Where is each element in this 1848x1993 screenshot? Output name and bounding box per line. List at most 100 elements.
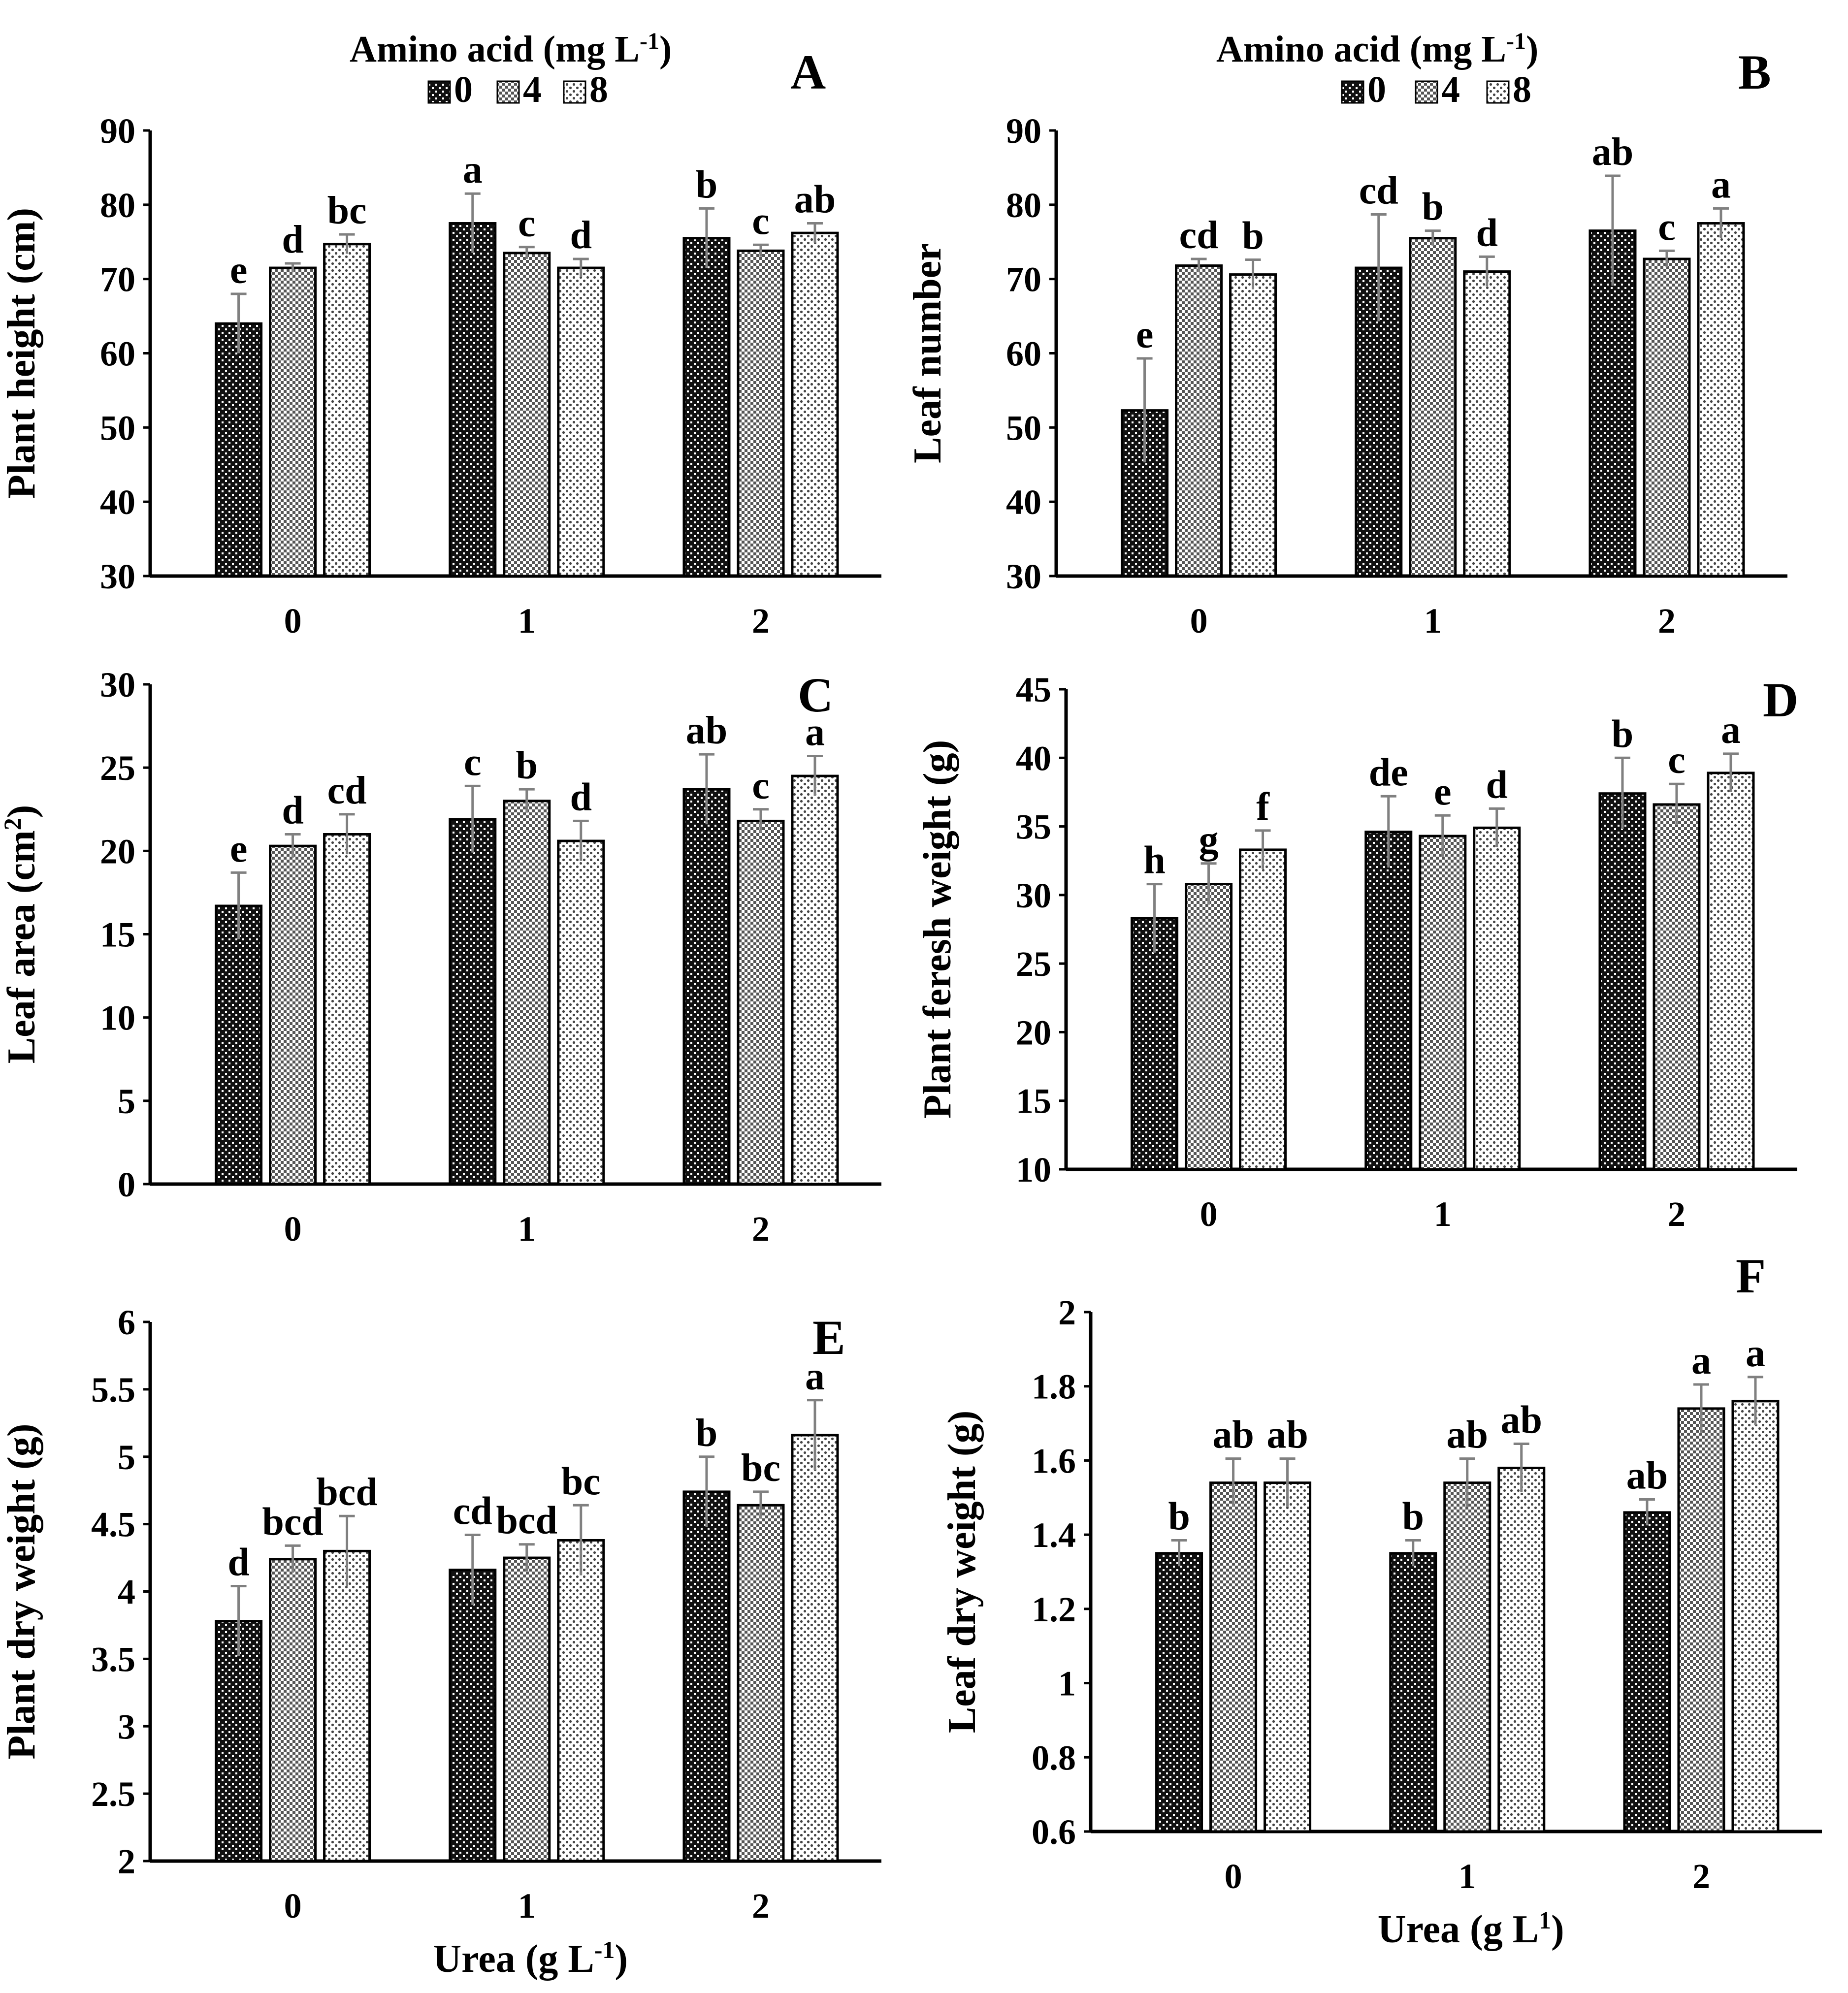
legend-b-title: Amino acid (mg L-1) <box>1216 28 1538 70</box>
significance-letter: ab <box>1447 1414 1489 1457</box>
bar-e-urea1-aa8 <box>557 1539 605 1863</box>
x-tick-label: 2 <box>752 1886 770 1926</box>
panel-letter-a: A <box>790 45 826 99</box>
y-axis-label-e: Plant dry weight (g) <box>0 1423 43 1759</box>
bar-e-urea0-aa4 <box>269 1558 317 1863</box>
bar-f-urea2-aa4 <box>1677 1407 1725 1833</box>
y-tick-label: 1 <box>1058 1664 1076 1704</box>
y-tick-label: 60 <box>1006 334 1041 374</box>
legend-b-swatch-0 <box>1341 80 1364 104</box>
y-tick-label: 15 <box>1016 1082 1051 1121</box>
significance-letter: d <box>1486 763 1508 806</box>
y-tick-label: 80 <box>1006 186 1041 225</box>
y-tick-label: 70 <box>1006 260 1041 299</box>
y-tick-label: 30 <box>100 665 135 705</box>
x-tick-label: 2 <box>752 601 770 641</box>
y-tick-label: 15 <box>100 915 135 955</box>
x-tick-label: 0 <box>284 1886 302 1926</box>
y-tick-label: 0 <box>118 1165 135 1204</box>
legend-a-swatch-0 <box>427 80 451 104</box>
y-tick-label: 50 <box>100 408 135 448</box>
significance-letter: b <box>1168 1495 1190 1538</box>
x-tick-label: 1 <box>1424 601 1442 641</box>
y-tick-label: 30 <box>1016 876 1051 915</box>
y-tick-label: 25 <box>100 748 135 788</box>
significance-letter: e <box>1434 770 1452 813</box>
significance-letter: bcd <box>316 1471 378 1514</box>
panel-e: 2 2.5 3 3.5 4 4.5 5 5.5 6 0 1 2 Plant dry weight (g)… <box>0 1303 881 1981</box>
x-tick-label: 0 <box>1200 1194 1218 1234</box>
significance-letter: d <box>1476 211 1498 255</box>
significance-letter: a <box>1691 1339 1711 1382</box>
x-tick-label: 1 <box>1434 1194 1452 1234</box>
x-tick-label: 2 <box>1658 601 1676 641</box>
bar-b-urea0-aa4 <box>1175 264 1223 578</box>
bar-a-urea0-aa8 <box>323 243 371 578</box>
bar-d-urea1-aa8 <box>1473 826 1521 1171</box>
y-tick-label: 25 <box>1016 944 1051 984</box>
bar-b-urea2-aa0 <box>1589 229 1637 578</box>
panel-letter-e: E <box>812 1310 845 1365</box>
y-axis-label-f: Leaf dry weight (g) <box>940 1411 984 1733</box>
significance-letter: c <box>1658 205 1676 249</box>
significance-letter: ab <box>1592 130 1634 174</box>
bar-c-urea1-aa4 <box>503 800 551 1186</box>
significance-letter: d <box>570 775 592 819</box>
bar-d-urea1-aa4 <box>1419 835 1467 1171</box>
bar-c-urea0-aa0 <box>215 904 263 1186</box>
significance-letter: c <box>518 202 536 245</box>
y-tick-label: 45 <box>1016 670 1051 709</box>
legend-a-title: Amino acid (mg L-1) <box>350 28 672 70</box>
bar-d-urea2-aa4 <box>1653 803 1701 1171</box>
bar-e-urea1-aa0 <box>449 1569 497 1863</box>
significance-letter: a <box>805 710 825 754</box>
significance-letter: bc <box>327 189 367 232</box>
x-tick-label: 0 <box>284 1209 302 1249</box>
y-tick-label: 2 <box>1058 1293 1076 1332</box>
panel-letter-f: F <box>1736 1249 1766 1303</box>
bar-d-urea0-aa8 <box>1239 848 1287 1171</box>
bar-b-urea1-aa4 <box>1409 237 1457 578</box>
bar-c-urea2-aa4 <box>737 819 785 1186</box>
y-tick-label: 35 <box>1016 807 1051 847</box>
bar-c-urea2-aa0 <box>682 788 731 1186</box>
bar-d-urea0-aa0 <box>1131 917 1179 1171</box>
bar-d-urea0-aa4 <box>1185 883 1233 1171</box>
significance-letter: d <box>282 218 304 261</box>
y-tick-label: 80 <box>100 186 135 225</box>
bar-a-urea0-aa0 <box>215 322 263 578</box>
y-tick-label: 10 <box>1016 1150 1051 1189</box>
significance-letter: e <box>1136 313 1154 356</box>
y-tick-label: 40 <box>1006 482 1041 522</box>
y-tick-label: 2 <box>118 1842 135 1881</box>
bar-c-urea1-aa8 <box>557 839 605 1186</box>
significance-letter: b <box>1422 186 1444 229</box>
bar-e-urea2-aa8 <box>791 1434 839 1863</box>
bar-b-urea2-aa8 <box>1697 222 1745 578</box>
bar-d-urea2-aa0 <box>1598 792 1647 1171</box>
significance-letter: b <box>516 744 538 787</box>
y-tick-label: 30 <box>1006 557 1041 596</box>
y-tick-label: 20 <box>1016 1013 1051 1052</box>
significance-letter: cd <box>1179 214 1219 257</box>
x-tick-label: 1 <box>518 1886 536 1926</box>
x-tick-label: 0 <box>1190 601 1208 641</box>
significance-letter: b <box>1402 1495 1425 1538</box>
significance-letter: c <box>464 740 482 784</box>
bar-f-urea0-aa4 <box>1209 1481 1258 1833</box>
significance-letter: a <box>1711 163 1731 206</box>
significance-letter: d <box>227 1541 250 1584</box>
significance-letter: f <box>1256 785 1270 829</box>
significance-letter: b <box>1612 712 1634 756</box>
significance-letter: b <box>1242 214 1264 257</box>
significance-letter: cd <box>453 1490 492 1533</box>
legend-b-label-2: 8 <box>1513 69 1531 110</box>
bar-c-urea0-aa8 <box>323 833 371 1186</box>
y-tick-label: 4 <box>118 1573 135 1612</box>
bar-f-urea1-aa0 <box>1389 1552 1437 1833</box>
y-axis-label-b: Leaf number <box>906 243 949 463</box>
